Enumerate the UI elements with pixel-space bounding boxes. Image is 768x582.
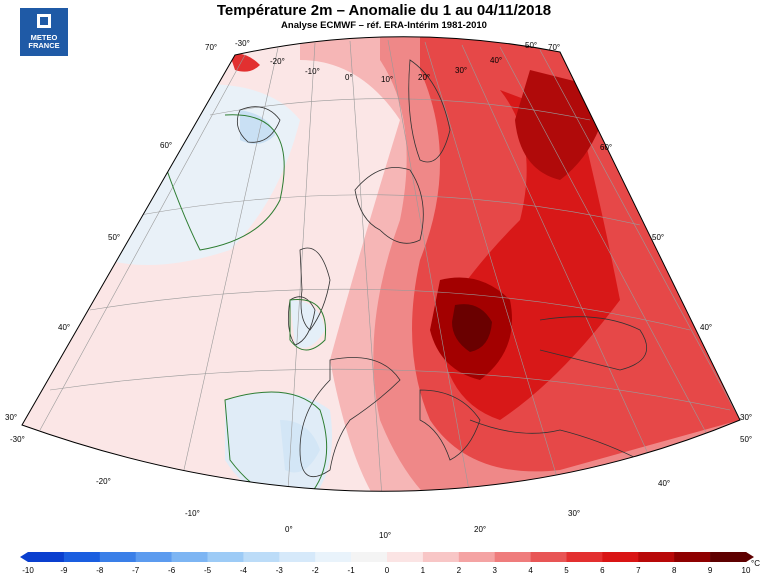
logo-line2: FRANCE — [28, 41, 60, 50]
legend-tick-label: -9 — [60, 566, 68, 575]
lat-label-left-40: 40° — [58, 323, 70, 332]
legend-swatch — [351, 552, 388, 562]
lat-label-right-50: 50° — [652, 233, 664, 242]
legend-tick-label: -1 — [348, 566, 356, 575]
legend-tick-label: 8 — [672, 566, 677, 575]
lat-label-left-60: 60° — [160, 141, 172, 150]
map-frame — [21, 36, 741, 492]
legend-tick-label: -5 — [204, 566, 212, 575]
legend-tick-label: -7 — [132, 566, 140, 575]
legend-ticks: -10 -9 -8 -7 -6 -5 -4 -3 -2 -1 0 1 2 3 4 5 6 7 8 9 10 — [22, 566, 751, 575]
lon-label-bottom-1: -20° — [96, 477, 111, 486]
color-legend: -10 -9 -8 -7 -6 -5 -4 -3 -2 -1 0 1 2 3 4 5 6 7 8 9 10 °C — [20, 552, 760, 575]
lon-label-bottom-5: 20° — [474, 525, 486, 534]
legend-unit: °C — [751, 559, 760, 568]
legend-tick-label: -10 — [22, 566, 34, 575]
legend-swatch — [315, 552, 352, 562]
graticule — [39, 39, 740, 492]
legend-tick-label: 5 — [564, 566, 569, 575]
legend-swatch — [63, 552, 101, 562]
legend-tick-label: -6 — [168, 566, 176, 575]
legend-swatch — [387, 552, 424, 562]
legend-swatch — [135, 552, 172, 562]
legend-tick-label: 10 — [742, 566, 751, 575]
legend-tick-label: 2 — [457, 566, 462, 575]
legend-bar — [20, 552, 754, 562]
legend-swatch — [530, 552, 567, 562]
legend-tick-label: -8 — [96, 566, 104, 575]
lat-label-right-40: 40° — [700, 323, 712, 332]
anomaly-map: 70° -30° -20° -10° 0° 10° 20° 30° 40° 50… — [5, 36, 752, 540]
legend-tick-label: 3 — [492, 566, 497, 575]
lon-label-bottom-2: -10° — [185, 509, 200, 518]
legend-swatch — [494, 552, 531, 562]
lat-label-top-left: 70° — [205, 43, 217, 52]
lon-label-bottom-7: 40° — [658, 479, 670, 488]
logo-icon — [37, 14, 51, 28]
map-subtitle: Analyse ECMWF – réf. ERA-Intérim 1981-20… — [281, 20, 487, 31]
legend-tick-label: 7 — [636, 566, 641, 575]
lat-label-left-50: 50° — [108, 233, 120, 242]
legend-swatch — [566, 552, 603, 562]
lat-label-right-30: 30° — [740, 413, 752, 422]
legend-arrow-right — [746, 552, 754, 562]
lon-label-top-0: -30° — [235, 39, 250, 48]
lon-label-top-1: -20° — [270, 57, 285, 66]
legend-swatch — [99, 552, 136, 562]
legend-tick-label: 6 — [600, 566, 605, 575]
legend-swatch — [638, 552, 675, 562]
graticule-labels: 70° -30° -20° -10° 0° 10° 20° 30° 40° 50… — [5, 39, 752, 540]
lat-label-left-30: 30° — [5, 413, 17, 422]
legend-tick-label: -3 — [276, 566, 284, 575]
legend-swatch — [28, 552, 65, 562]
lon-label-top-4: 10° — [381, 75, 393, 84]
legend-swatch — [422, 552, 460, 562]
legend-swatch — [171, 552, 208, 562]
logo-line1: METEO — [30, 33, 58, 42]
legend-tick-label: -2 — [312, 566, 320, 575]
legend-tick-label: 1 — [421, 566, 426, 575]
map-title: Température 2m – Anomalie du 1 au 04/11/… — [216, 2, 552, 19]
lat-label-top-right: 70° — [548, 43, 560, 52]
legend-swatch — [243, 552, 280, 562]
legend-swatch — [279, 552, 316, 562]
lon-label-bottom-6: 30° — [568, 509, 580, 518]
logo-text: METEO FRANCE — [20, 34, 68, 50]
lon-label-bottom-8: 50° — [740, 435, 752, 444]
lon-label-top-5: 20° — [418, 73, 430, 82]
legend-swatch — [602, 552, 639, 562]
legend-swatch — [710, 552, 747, 562]
lon-label-bottom-4: 10° — [379, 531, 391, 540]
legend-tick-label: 0 — [385, 566, 390, 575]
legend-arrow-left — [20, 552, 28, 562]
lon-label-top-7: 40° — [490, 56, 502, 65]
legend-swatch — [674, 552, 711, 562]
lon-label-top-8: 50° — [525, 41, 537, 50]
lon-label-bottom-3: 0° — [285, 525, 293, 534]
lon-label-top-6: 30° — [455, 66, 467, 75]
lat-label-right-60: 60° — [600, 143, 612, 152]
lon-label-bottom-0: -30° — [10, 435, 25, 444]
lon-label-top-3: 0° — [345, 73, 353, 82]
legend-swatch — [207, 552, 244, 562]
legend-tick-label: -4 — [240, 566, 248, 575]
legend-tick-label: 9 — [708, 566, 713, 575]
meteo-france-logo: METEO FRANCE — [20, 8, 68, 56]
legend-swatch — [458, 552, 495, 562]
legend-tick-label: 4 — [528, 566, 533, 575]
lon-label-top-2: -10° — [305, 67, 320, 76]
